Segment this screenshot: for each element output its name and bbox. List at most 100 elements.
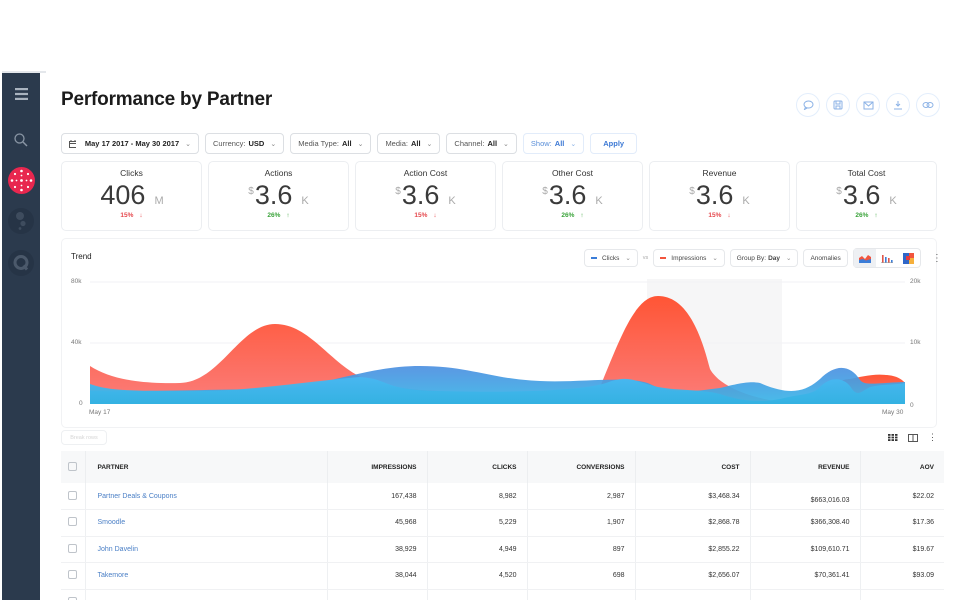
kpi-currency: $ <box>542 186 548 197</box>
bar-chart-button[interactable] <box>876 249 898 267</box>
row-checkbox[interactable] <box>61 509 85 537</box>
break-rows-button[interactable]: Break rows <box>61 430 107 445</box>
kpi-unit: K <box>889 195 897 207</box>
cell-clicks: 4,949 <box>426 536 527 563</box>
kpi-unit: K <box>448 195 456 207</box>
table-row: Takemore 38,044 4,520 698 $2,656.07 $70,… <box>61 562 944 590</box>
partner-link[interactable]: John Davelin <box>84 536 327 563</box>
col-header-cost[interactable]: COST <box>634 451 750 483</box>
row-checkbox[interactable] <box>61 562 85 590</box>
cell-impressions: 38,929 <box>326 536 427 563</box>
search-icon[interactable] <box>2 131 40 149</box>
cell-aov: $19.67 <box>859 536 944 563</box>
col-header-revenue[interactable]: REVENUE <box>749 451 860 483</box>
trend-panel: Trend Clicks ⌄ vs Impressions ⌄ Group By… <box>61 238 942 428</box>
y-right-tick: 20k <box>910 278 921 285</box>
kpi-value: 3.6 <box>548 180 587 210</box>
chevron-down-icon: ⌄ <box>786 255 792 262</box>
heatmap-button[interactable] <box>898 249 920 267</box>
partner-link[interactable]: Smoodle <box>84 509 327 537</box>
row-checkbox[interactable] <box>61 589 85 600</box>
bubbles-icon[interactable] <box>2 206 40 236</box>
partner-link[interactable]: Takemore <box>84 562 327 590</box>
arrow-up-icon: ↑ <box>580 212 584 219</box>
show-value: All <box>554 139 565 148</box>
cell-aov: $93.09 <box>859 562 944 590</box>
table-row: Partner Deals & Coupons 167,438 8,982 2,… <box>61 483 944 510</box>
row-checkbox[interactable] <box>61 483 85 510</box>
channel-value: All <box>487 139 498 148</box>
kpi-card-revenue[interactable]: Revenue $3.6 K 15% ↓ <box>649 161 790 231</box>
trend-area-chart[interactable] <box>90 279 905 407</box>
row-checkbox[interactable] <box>61 536 85 563</box>
col-header-conversions[interactable]: CONVERSIONS <box>526 451 635 483</box>
comment-button[interactable] <box>796 93 820 117</box>
cell-revenue: $70,361.41 <box>749 562 860 590</box>
kpi-card-total-cost[interactable]: Total Cost $3.6 K 26% ↑ <box>796 161 937 231</box>
kpi-delta-value: 26% <box>561 212 575 219</box>
kpi-card-action-cost[interactable]: Action Cost $3.6 K 15% ↓ <box>355 161 496 231</box>
kpi-value: 3.6 <box>254 180 293 210</box>
kpi-delta: 26% ↑ <box>797 212 936 219</box>
col-header-partner[interactable]: PARTNER <box>84 451 327 483</box>
download-button[interactable] <box>886 93 910 117</box>
more-vertical-icon[interactable]: ⋮ <box>928 432 937 442</box>
cell-aov: $17.36 <box>859 509 944 537</box>
kpi-card-clicks[interactable]: Clicks 406 M 15% ↓ <box>61 161 202 231</box>
link-button[interactable] <box>916 93 940 117</box>
cell-conversions: 2,987 <box>526 483 635 510</box>
currency-filter[interactable]: Currency: USD ⌄ <box>205 133 285 154</box>
chevron-down-icon: ⌄ <box>503 140 509 148</box>
save-button[interactable] <box>826 93 850 117</box>
app-logo-icon[interactable] <box>2 166 40 194</box>
q-logo-icon[interactable] <box>2 248 40 278</box>
cell-conversions: 698 <box>526 562 635 590</box>
y-left-tick: 80k <box>71 278 82 285</box>
group-by-select[interactable]: Group By: Day ⌄ <box>729 249 799 267</box>
anomalies-button[interactable]: Anomalies <box>803 249 848 267</box>
kpi-card-actions[interactable]: Actions $3.6 K 26% ↑ <box>208 161 349 231</box>
col-header-clicks[interactable]: CLICKS <box>426 451 527 483</box>
cell-revenue: $366,308.40 <box>749 509 860 537</box>
more-vertical-icon[interactable]: ⋮ <box>931 252 942 264</box>
kpi-unit: K <box>595 195 603 207</box>
currency-value: USD <box>248 139 265 148</box>
kpi-delta-value: 15% <box>708 212 722 219</box>
grid-view-icon[interactable] <box>888 434 898 441</box>
kpi-unit: M <box>154 195 164 207</box>
kpi-currency: $ <box>836 186 842 197</box>
date-range-picker[interactable]: May 17 2017 - May 30 2017 ⌄ <box>61 133 199 154</box>
legend-swatch-impressions <box>660 257 667 259</box>
kpi-label: Clicks <box>120 168 143 178</box>
cell-conversions: 1,907 <box>526 509 635 537</box>
y-left-tick: 0 <box>79 400 83 407</box>
apply-button[interactable]: Apply <box>590 133 638 154</box>
col-header-impressions[interactable]: IMPRESSIONS <box>326 451 427 483</box>
email-button[interactable] <box>856 93 880 117</box>
metric-a-label: Clicks <box>602 254 620 262</box>
page-title: Performance by Partner <box>61 89 273 110</box>
link-icon <box>922 102 934 108</box>
media-type-filter[interactable]: Media Type: All ⌄ <box>290 133 372 154</box>
show-filter[interactable]: Show: All ⌄ <box>522 133 585 154</box>
select-all-checkbox[interactable] <box>61 451 85 483</box>
calendar-icon <box>69 139 76 148</box>
media-filter[interactable]: Media: All ⌄ <box>377 133 441 154</box>
col-header-aov[interactable]: AOV <box>859 451 944 483</box>
hamburger-menu-icon[interactable] <box>2 85 40 103</box>
kpi-value: 406 <box>100 180 146 210</box>
group-by-label: Group By: <box>736 254 767 262</box>
metric-b-select[interactable]: Impressions ⌄ <box>653 249 725 267</box>
comment-icon <box>803 100 813 110</box>
partner-link[interactable]: Partner Deals & Coupons <box>84 483 327 510</box>
email-icon <box>863 101 873 109</box>
kpi-card-other-cost[interactable]: Other Cost $3.6 K 26% ↑ <box>502 161 643 231</box>
kpi-delta-value: 15% <box>414 212 428 219</box>
kpi-delta: 26% ↑ <box>503 212 642 219</box>
channel-filter[interactable]: Channel: All ⌄ <box>446 133 517 154</box>
metric-a-select[interactable]: Clicks ⌄ <box>584 249 638 267</box>
media-type-value: All <box>341 139 352 148</box>
columns-icon[interactable] <box>908 433 918 442</box>
kpi-label: Actions <box>264 168 293 178</box>
area-chart-button[interactable] <box>853 249 876 267</box>
